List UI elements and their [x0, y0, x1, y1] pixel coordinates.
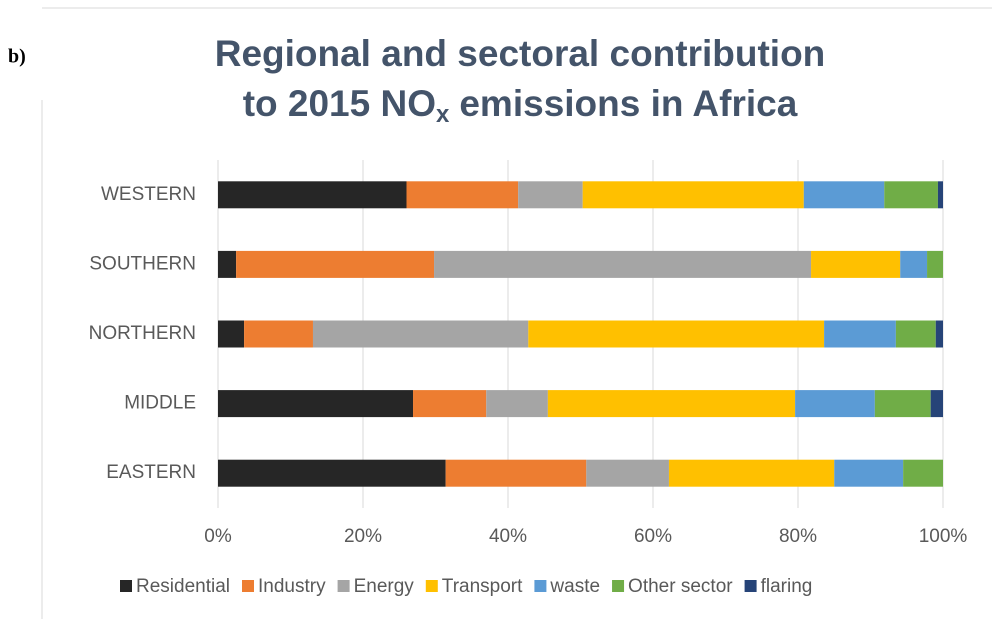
legend-label: Other sector	[628, 576, 733, 597]
bar-segment	[486, 390, 548, 418]
bar-segment	[937, 181, 943, 209]
panel-label: b)	[8, 46, 26, 68]
bar-segment	[834, 459, 904, 487]
legend-label: Residential	[136, 576, 230, 597]
bar-segment	[586, 459, 669, 487]
bar-segment	[935, 320, 943, 348]
bar-segment	[244, 320, 313, 348]
legend-swatch	[120, 580, 132, 592]
title-subscript: x	[436, 101, 450, 128]
bar-segment	[582, 181, 804, 209]
bar-segment	[927, 250, 943, 278]
y-tick-label: MIDDLE	[124, 393, 196, 414]
bar-segment	[900, 250, 928, 278]
y-tick-label: WESTERN	[101, 184, 196, 205]
legend-swatch	[534, 580, 547, 592]
legend-swatch	[612, 580, 625, 592]
title-part: to 2015 NO	[243, 83, 436, 124]
bar-segment	[236, 250, 435, 278]
bar-segment	[434, 250, 812, 278]
chart-title: to 2015 NOx emissions in Africa	[243, 83, 798, 129]
bar-segment	[312, 320, 529, 348]
legend-swatch	[337, 580, 350, 592]
bar-segment	[218, 250, 237, 278]
bar-segment	[811, 250, 901, 278]
y-tick-label: NORTHERN	[89, 323, 196, 344]
legend-swatch	[242, 580, 254, 592]
y-tick-label: EASTERN	[106, 462, 196, 483]
bar-segment	[413, 390, 487, 418]
legend-swatch	[744, 580, 757, 592]
legend-label: flaring	[761, 576, 813, 597]
y-tick-label: SOUTHERN	[89, 253, 196, 274]
bar-segment	[218, 181, 407, 209]
bar-segment	[795, 390, 875, 418]
legend-swatch	[425, 580, 438, 592]
bar-segment	[824, 320, 896, 348]
bar-segment	[218, 320, 245, 348]
bar-segment	[895, 320, 936, 348]
bar-segment	[218, 390, 414, 418]
bar-segment	[218, 459, 446, 487]
bar-segment	[803, 181, 885, 209]
bar-segment	[903, 459, 943, 487]
x-tick-label: 80%	[779, 526, 817, 547]
chart-title: Regional and sectoral contribution	[215, 33, 826, 74]
x-tick-label: 0%	[204, 526, 232, 547]
legend-label: waste	[549, 576, 600, 597]
bar-segment	[518, 181, 583, 209]
bar-segment	[884, 181, 938, 209]
legend-label: Transport	[442, 576, 523, 597]
x-tick-label: 40%	[489, 526, 527, 547]
x-tick-label: 100%	[919, 526, 968, 547]
legend-label: Industry	[258, 576, 326, 597]
bar-segment	[406, 181, 519, 209]
x-tick-label: 60%	[634, 526, 672, 547]
bar-segment	[445, 459, 587, 487]
bar-segment	[528, 320, 825, 348]
bar-segment	[930, 390, 943, 418]
bar-segment	[668, 459, 835, 487]
title-part: emissions in Africa	[459, 83, 797, 124]
x-tick-label: 20%	[344, 526, 382, 547]
legend-label: Energy	[354, 576, 415, 597]
bar-segment	[874, 390, 931, 418]
bar-segment	[547, 390, 796, 418]
